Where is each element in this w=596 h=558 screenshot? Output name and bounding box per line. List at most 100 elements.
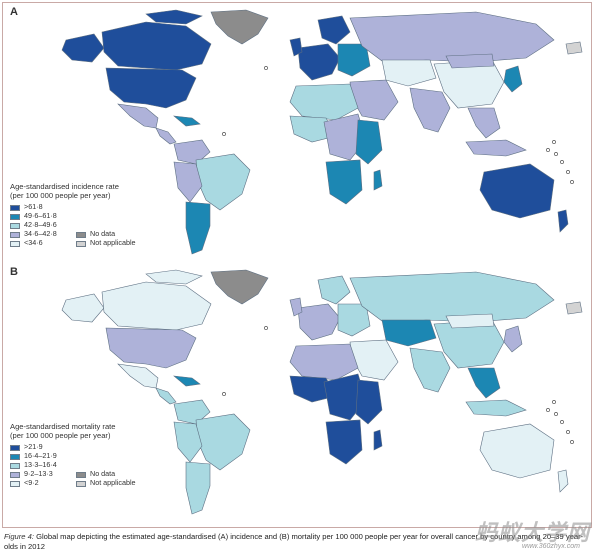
legend-label: 9·2–13·3 [24, 469, 53, 479]
island-marker [566, 430, 570, 434]
country-colombia-venezuela [173, 399, 211, 425]
legend-label: 16·4–21·9 [24, 451, 57, 461]
country-alaska [61, 33, 105, 63]
country-central-america [155, 127, 177, 145]
country-peru-bolivia [173, 161, 203, 203]
legend-item: No data [76, 230, 136, 239]
island-marker [554, 152, 558, 156]
country-argentina-chile [185, 201, 211, 255]
country-kazakhstan-central [381, 59, 437, 87]
country-antarctica-hint [565, 301, 583, 315]
country-canada [101, 21, 212, 71]
island-marker [546, 408, 550, 412]
panel-letter: A [10, 6, 18, 18]
island-marker [264, 326, 268, 330]
country-mongolia [445, 53, 495, 69]
country-southern-africa [325, 159, 363, 205]
watermark-logo: 蚂蚁大学网 [474, 521, 590, 546]
legend-item: 16·4–21·9 [10, 452, 57, 461]
legend-swatch [76, 240, 86, 247]
country-new-zealand [557, 209, 569, 233]
country-argentina-chile [185, 461, 211, 515]
figure-caption: Figure 4: Global map depicting the estim… [4, 532, 592, 553]
legend-label: <9·2 [24, 478, 39, 488]
country-mexico [117, 103, 159, 129]
legend-label: No data [90, 469, 116, 479]
country-mexico [117, 363, 159, 389]
legend-item: Not applicable [76, 479, 136, 488]
country-canada-islands [145, 9, 203, 25]
island-marker [264, 66, 268, 70]
country-japan-korea [503, 65, 523, 93]
country-europe-west [297, 43, 341, 81]
legend-swatch [10, 222, 20, 229]
legend-item: 49·6–61·8 [10, 212, 57, 221]
legend-classes: >21·9 16·4–21·9 13·3–16·4 9·2–13·3 <9·2 [10, 443, 57, 488]
legend-item: <9·2 [10, 479, 57, 488]
country-north-africa [289, 83, 359, 121]
country-eastern-europe [337, 43, 371, 77]
legend-swatch [10, 462, 20, 469]
caption-text: Global map depicting the estimated age-s… [4, 532, 584, 552]
country-eastern-europe [337, 303, 371, 337]
panel-letter: B [10, 266, 18, 278]
legend-label: 34·6–42·8 [24, 229, 57, 239]
island-marker [552, 400, 556, 404]
country-madagascar [373, 169, 383, 191]
island-marker [546, 148, 550, 152]
legend-label: Not applicable [90, 478, 136, 488]
legend-swatch [76, 480, 86, 487]
country-mongolia [445, 313, 495, 329]
legend-item: >21·9 [10, 443, 57, 452]
legend-item: 42·8–49·6 [10, 221, 57, 230]
country-japan-korea [503, 325, 523, 353]
legend-swatch [10, 453, 20, 460]
country-southeast-asia [467, 367, 501, 399]
country-caribbean [173, 115, 201, 127]
country-south-asia [409, 347, 451, 393]
legend-item: No data [76, 470, 136, 479]
country-usa [105, 327, 197, 369]
country-europe-west [297, 303, 341, 341]
legend-title: Age-standardised incidence rate (per 100… [10, 182, 119, 201]
island-marker [566, 170, 570, 174]
legend-classes: >61·8 49·6–61·8 42·8–49·6 34·6–42·8 <34·… [10, 203, 57, 248]
island-marker [554, 412, 558, 416]
figure-label: Figure 4: [4, 532, 34, 541]
country-southern-africa [325, 419, 363, 465]
legend-swatch [10, 480, 20, 487]
legend-label: 13·3–16·4 [24, 460, 57, 470]
legend-swatch [10, 231, 20, 238]
legend-extra: No data Not applicable [76, 470, 136, 488]
country-greenland [210, 9, 269, 45]
mortality-world-map [61, 269, 583, 515]
country-south-asia [409, 87, 451, 133]
country-kazakhstan-central [381, 319, 437, 347]
country-uk [289, 37, 303, 57]
legend-item: 9·2–13·3 [10, 470, 57, 479]
country-alaska [61, 293, 105, 323]
country-brazil [195, 413, 251, 471]
legend-swatch [10, 204, 20, 211]
legend-item: Not applicable [76, 239, 136, 248]
country-scandinavia [317, 275, 351, 305]
country-scandinavia [317, 15, 351, 45]
legend-swatch [10, 471, 20, 478]
island-marker [222, 132, 226, 136]
watermark-url: www.360zhyx.com [522, 543, 580, 550]
legend-label: >21·9 [24, 442, 43, 452]
legend-swatch [10, 240, 20, 247]
legend-title: Age-standardised mortality rate (per 100… [10, 422, 116, 441]
panel-b-mortality-map: B Age-standardised mortality rate (per 1… [6, 264, 586, 522]
country-colombia-venezuela [173, 139, 211, 165]
island-marker [552, 140, 556, 144]
legend-swatch [10, 444, 20, 451]
country-southeast-asia [467, 107, 501, 139]
country-canada-islands [145, 269, 203, 285]
country-usa [105, 67, 197, 109]
country-central-america [155, 387, 177, 405]
legend-extra: No data Not applicable [76, 230, 136, 248]
legend-label: 49·6–61·8 [24, 211, 57, 221]
legend-swatch [76, 471, 86, 478]
country-east-africa [355, 379, 383, 425]
